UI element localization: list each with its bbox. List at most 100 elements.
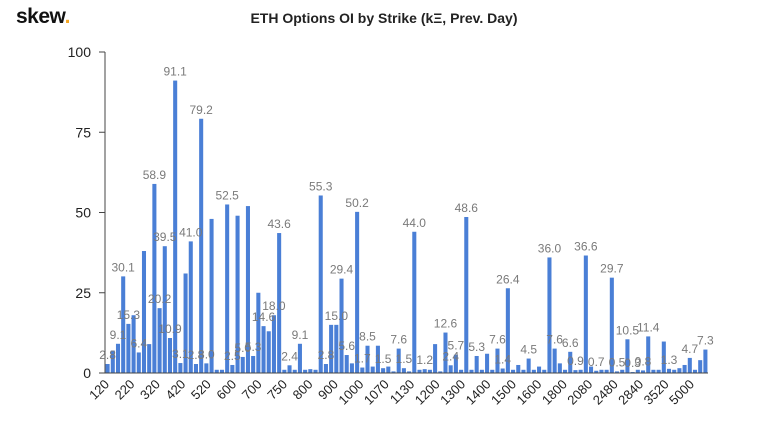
data-label: 30.1 [112,260,136,274]
bar [594,370,599,373]
bar [245,206,250,373]
data-label: 5.3 [468,340,485,354]
bar [214,369,219,373]
data-label: 9.1 [292,328,309,342]
bar [698,360,703,373]
bar [417,369,422,373]
bar [329,324,334,373]
bar [490,369,495,373]
bar [162,246,167,373]
skew-logo: skew. [16,5,70,29]
data-label: 0.8 [635,354,652,368]
data-label: 4.5 [520,343,537,357]
bar [521,369,526,373]
bar [141,251,147,373]
data-label: 1.7 [354,352,371,366]
data-label: 79.2 [189,103,213,117]
y-tick-label: 75 [75,124,91,140]
bar [219,369,224,373]
bar [235,215,240,373]
bar [547,257,552,373]
bar [126,323,131,373]
x-tick-label: 520 [188,377,214,403]
x-tick-label: 1300 [437,377,468,408]
bar [640,370,646,373]
bar [209,218,214,373]
bar [396,348,401,373]
bar [656,369,661,373]
bar [152,183,157,373]
x-tick-label: 3520 [641,377,672,408]
data-label: 29.4 [330,263,354,277]
bar [531,369,536,373]
bar [318,195,323,373]
bar [620,369,625,373]
bar [568,351,573,373]
bar [271,315,276,373]
bar [692,369,698,373]
data-label: 3.0 [198,347,215,361]
bar [391,371,396,373]
data-label: 5.6 [338,339,355,353]
bar [230,364,235,373]
x-tick-label: 700 [239,377,265,403]
data-label: 18.0 [262,299,286,313]
bar [204,363,209,373]
data-label: 7.3 [697,334,714,348]
data-label: 11.4 [637,320,660,334]
bar [453,354,458,373]
data-label: 29.7 [600,262,624,276]
data-label: 4.7 [681,342,698,356]
x-tick-label: 1130 [387,377,417,407]
bar [542,369,547,373]
bar [604,369,609,373]
bar [526,358,531,373]
bar [672,369,677,373]
data-label: 7.6 [489,333,506,347]
data-label: 52.5 [215,188,239,202]
bar [589,366,594,373]
data-label: 10.5 [616,323,640,337]
x-tick-label: 1800 [539,377,570,408]
data-label: 5.7 [448,339,465,353]
bar [552,348,557,373]
bar [599,369,604,373]
bar [256,292,261,373]
data-label: 2.8 [99,348,116,362]
bar [511,369,516,373]
data-label: 9.1 [110,328,127,342]
x-tick-label: 1200 [412,377,443,408]
bar [251,355,256,373]
data-label: 43.6 [267,217,291,231]
data-label: 1.5 [375,352,392,366]
bar [183,273,188,373]
x-tick-label: 2840 [615,377,646,408]
bar [583,255,588,373]
bar [225,204,230,373]
bar [131,315,136,373]
data-label: 15.0 [325,309,349,323]
bar [323,364,328,373]
y-tick-label: 25 [75,285,91,301]
data-label: 36.0 [538,241,562,255]
bar [401,368,406,373]
x-tick-label: 2480 [590,377,621,408]
y-tick-label: 0 [83,365,91,381]
data-label: 15.3 [117,308,141,322]
bar [651,369,656,373]
data-label: 0.7 [588,355,605,369]
bar [646,336,651,373]
x-tick-label: 1600 [513,377,544,408]
bar [407,371,412,373]
data-label: 2.4 [281,349,298,363]
bar [422,369,427,373]
bar [193,364,198,373]
bar [355,211,360,373]
bar [464,216,469,373]
x-tick-label: 220 [112,377,138,403]
y-tick-label: 50 [75,205,91,221]
data-label: 12.6 [434,317,458,331]
bar [677,368,682,373]
data-label: 8.5 [359,330,376,344]
x-tick-label: 800 [290,377,316,403]
